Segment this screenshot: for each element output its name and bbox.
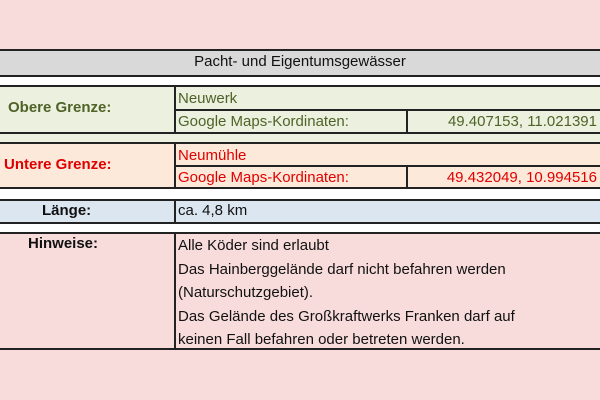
- untere-coords: 49.432049, 10.994516: [446, 169, 597, 186]
- title-row: [0, 50, 600, 76]
- hinweise-text: Alle Köder sind erlaubt Das Hainberggelä…: [178, 234, 515, 352]
- hinweis-line: Das Hainberggelände darf nicht befahren …: [178, 260, 506, 278]
- laenge-value: ca. 4,8 km: [178, 202, 248, 219]
- untere-grenze-name: Neumühle: [178, 147, 247, 164]
- hinweis-line: (Naturschutzgebiet).: [178, 284, 314, 301]
- obere-coords: 49.407153, 11.021391: [447, 113, 597, 130]
- obere-grenze-label: Obere Grenze:: [8, 99, 112, 116]
- hinweis-line: Das Gelände des Großkraftwerks Franken d…: [178, 307, 515, 325]
- table-title: Pacht- und Eigentumsgewässer: [194, 53, 406, 70]
- obere-coord-label: Google Maps-Kordinaten:: [178, 113, 349, 130]
- hinweis-line: keinen Fall befahren oder betreten werde…: [178, 331, 465, 348]
- laenge-row: [0, 200, 600, 222]
- laenge-label: Länge:: [42, 202, 92, 219]
- obere-grenze-name: Neuwerk: [178, 90, 238, 107]
- untere-coord-label: Google Maps-Kordinaten:: [178, 169, 349, 186]
- hinweise-label: Hinweise:: [28, 235, 99, 252]
- hinweis-line: Alle Köder sind erlaubt: [178, 237, 329, 254]
- untere-grenze-label: Untere Grenze:: [4, 156, 112, 173]
